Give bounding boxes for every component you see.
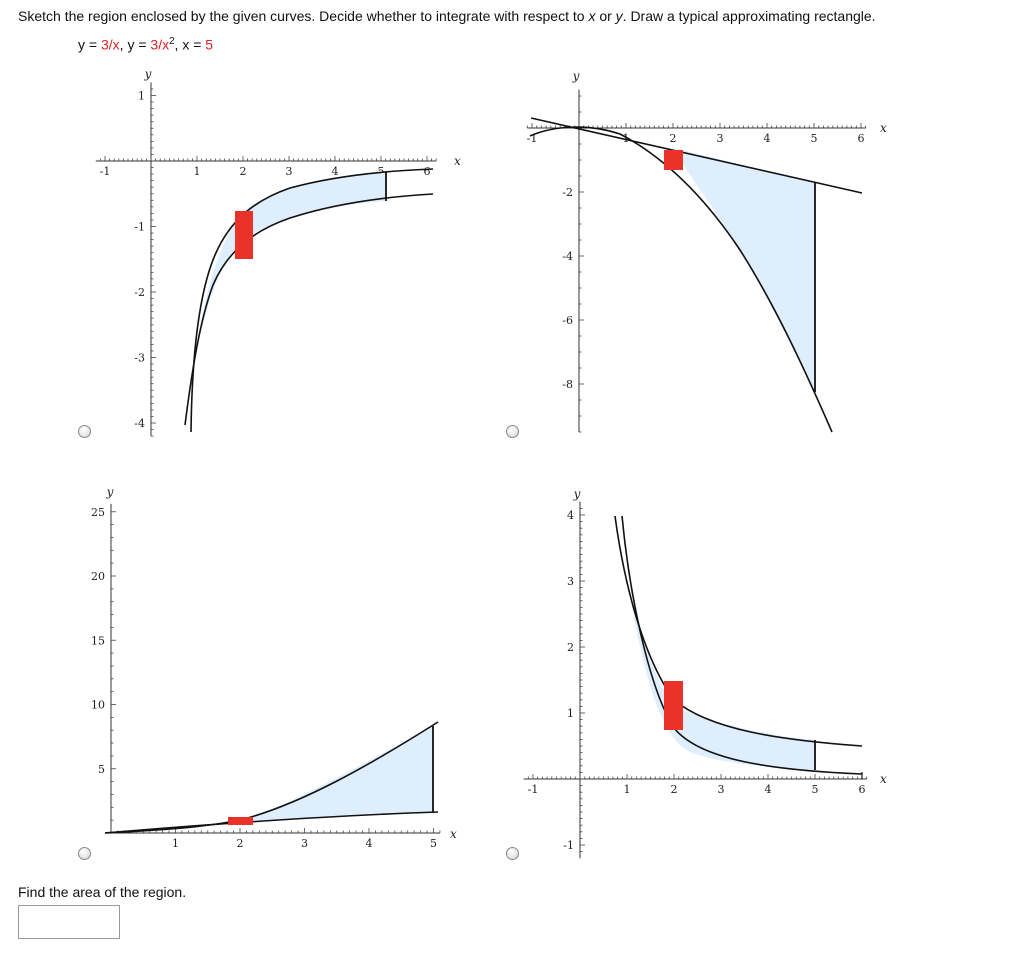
y-tick-label: 3: [567, 575, 574, 588]
y-tick-label: -3: [134, 352, 145, 365]
x-tick-label: 1: [194, 165, 201, 178]
y-tick-label: 20: [91, 570, 105, 583]
curve-lower: [184, 193, 434, 426]
x-tick-label: 4: [764, 132, 771, 145]
region-fill: [240, 726, 433, 822]
option-radio-top-right[interactable]: [506, 425, 519, 438]
x-tick-label: 5: [430, 837, 437, 850]
y-tick-label: -8: [562, 378, 573, 391]
question-prompt: Sketch the region enclosed by the given …: [18, 8, 876, 24]
y-axis-label: y: [144, 67, 152, 81]
curve-lower: [104, 811, 439, 834]
x-axis-label: x: [454, 154, 461, 168]
y-tick-label: 5: [98, 763, 105, 776]
x-tick-label: 1: [172, 837, 179, 850]
approx-rectangle: [228, 817, 253, 825]
x-tick-label: 6: [858, 132, 865, 145]
option-radio-bottom-right[interactable]: [506, 847, 519, 860]
graph-option-bottom-right: -1 1 2 3 4 5 6 4 3 2 1 -1 x y: [523, 487, 887, 859]
x-tick-label: 6: [424, 165, 431, 178]
x-tick-label: -1: [527, 132, 538, 145]
x-tick-label: 3: [717, 132, 724, 145]
x-axis-label: x: [880, 121, 887, 135]
x-tick-label: 5: [812, 783, 819, 796]
x-tick-label: 2: [670, 132, 677, 145]
x-tick-label: 1: [624, 783, 631, 796]
x-tick-label: 1: [623, 132, 630, 145]
ticks-group: -1 1 2 3 4 5 6 -2 -4 -6 -8 x y: [527, 69, 887, 433]
curve-line: [530, 117, 863, 194]
region-fill: [627, 578, 815, 770]
option-radio-top-left[interactable]: [78, 425, 91, 438]
x-tick-label: 5: [811, 132, 818, 145]
y-tick-label: -4: [134, 417, 145, 430]
x-tick-label: 3: [286, 165, 293, 178]
region-fill: [674, 148, 815, 392]
approx-rectangle: [664, 681, 683, 730]
y-tick-label: 15: [91, 634, 105, 647]
y-tick-label: -2: [562, 186, 573, 199]
x-axis-label: x: [880, 772, 887, 786]
approx-rectangle: [235, 211, 253, 259]
y-tick-label: -1: [563, 839, 574, 852]
y-axis-label: y: [573, 487, 581, 501]
y-tick-label: 25: [91, 506, 105, 519]
x-tick-label: 4: [332, 165, 339, 178]
y-tick-label: 4: [567, 509, 574, 522]
graph-option-top-left: -1 1 2 3 4 5 6 1 -1 -2 -3 -4 x y: [95, 67, 461, 437]
y-tick-label: 1: [567, 707, 574, 720]
x-tick-label: 2: [671, 783, 678, 796]
ticks-group: -1 1 2 3 4 5 6 4 3 2 1 -1 x y: [523, 487, 887, 859]
y-tick-label: 10: [91, 699, 105, 712]
y-axis-label: y: [106, 485, 114, 499]
x-tick-label: -1: [100, 165, 111, 178]
area-label: Find the area of the region.: [18, 884, 187, 900]
x-tick-label: 3: [301, 837, 308, 850]
x-tick-label: 4: [765, 783, 772, 796]
y-axis-label: y: [572, 69, 580, 83]
approx-rectangle: [664, 150, 683, 170]
x-tick-label: 2: [240, 165, 247, 178]
ticks-group: -1 1 2 3 4 5 6 1 -1 -2 -3 -4 x y: [95, 67, 461, 437]
x-tick-label: 3: [718, 783, 725, 796]
graph-option-top-right: -1 1 2 3 4 5 6 -2 -4 -6 -8 x y: [527, 69, 887, 433]
equations: y = 3/x, y = 3/x2, x = 5: [78, 36, 214, 53]
area-answer-input[interactable]: [18, 905, 120, 939]
x-tick-label: 5: [378, 165, 385, 178]
option-radio-bottom-left[interactable]: [78, 847, 91, 860]
x-tick-label: 6: [859, 783, 866, 796]
x-tick-label: 2: [237, 837, 244, 850]
y-tick-label: 1: [138, 90, 145, 103]
x-tick-label: 4: [366, 837, 373, 850]
curve-3-over-x: [614, 515, 863, 747]
x-axis-label: x: [450, 827, 457, 841]
y-tick-label: -1: [134, 221, 145, 234]
y-tick-label: -4: [562, 250, 573, 263]
y-tick-label: -6: [562, 314, 573, 327]
y-tick-label: 2: [567, 641, 574, 654]
y-tick-label: -2: [134, 286, 145, 299]
curve-parabola: [529, 126, 833, 433]
region-fill: [195, 172, 386, 355]
x-tick-label: -1: [528, 783, 539, 796]
